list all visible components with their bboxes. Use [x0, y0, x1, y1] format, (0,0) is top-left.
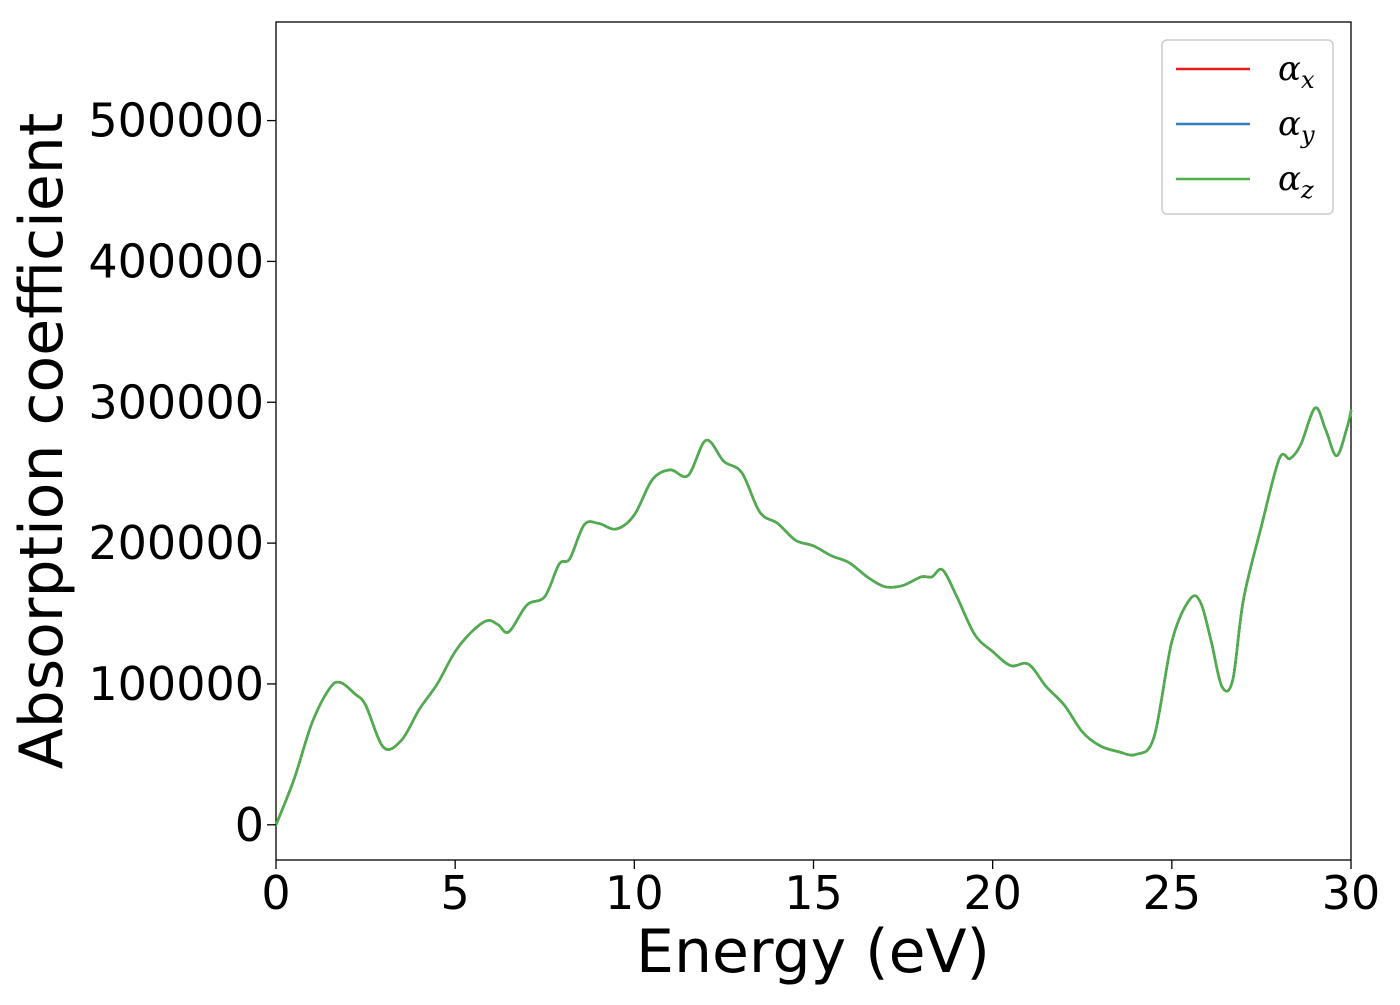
- y-tick-label: 100000: [88, 657, 264, 711]
- y-tick-label: 500000: [88, 94, 264, 148]
- legend-box: [1161, 39, 1334, 215]
- series-layer: [274, 406, 1353, 827]
- x-ticks: 0 5 10 15 20 25 30: [261, 860, 1380, 920]
- y-tick-label: 0: [235, 798, 264, 852]
- y-tick-label: 300000: [88, 375, 264, 429]
- y-tick-label: 200000: [88, 516, 264, 570]
- y-axis-title: Absorption coefficient: [7, 113, 77, 770]
- x-tick-label: 20: [963, 866, 1022, 920]
- x-tick-label: 15: [784, 866, 843, 920]
- y-tick-label: 400000: [88, 234, 264, 288]
- x-tick-label: 30: [1322, 866, 1381, 920]
- series-line-alpha-z: [274, 406, 1353, 827]
- y-ticks: 0 100000 200000 300000 400000 500000: [88, 94, 276, 852]
- x-tick-label: 5: [441, 866, 470, 920]
- x-tick-label: 0: [261, 866, 290, 920]
- x-tick-label: 25: [1143, 866, 1202, 920]
- x-axis-title: Energy (eV): [636, 917, 990, 987]
- x-tick-label: 10: [605, 866, 664, 920]
